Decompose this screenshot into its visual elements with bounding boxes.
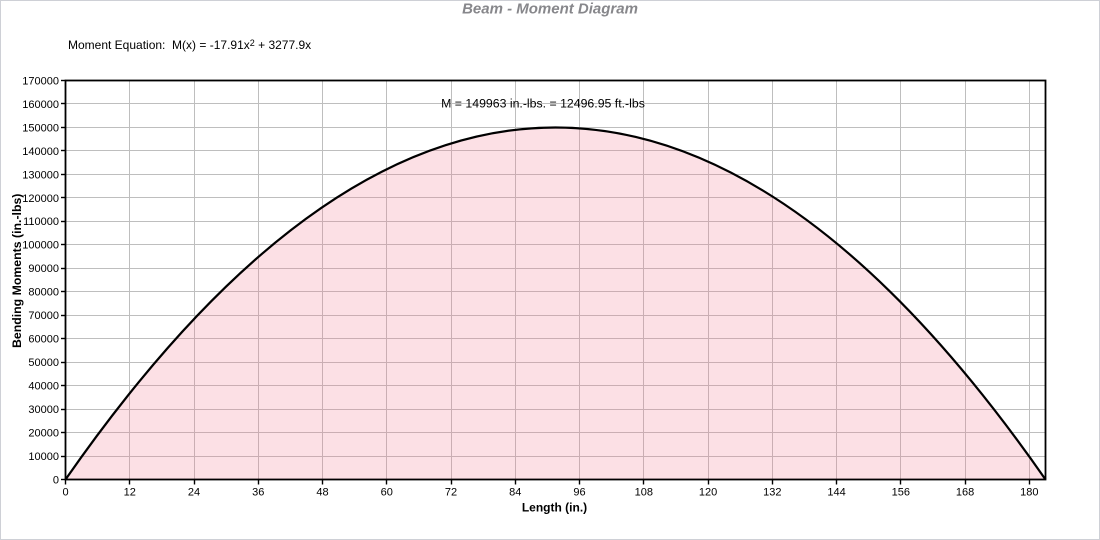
svg-text:24: 24	[188, 487, 200, 499]
svg-text:156: 156	[892, 487, 910, 499]
svg-text:Length (in.): Length (in.)	[522, 501, 587, 515]
svg-text:40000: 40000	[28, 381, 59, 393]
svg-text:120000: 120000	[22, 193, 59, 205]
svg-text:60000: 60000	[28, 334, 59, 346]
svg-text:70000: 70000	[28, 310, 59, 322]
svg-text:M = 149963 in.-lbs. = 12496.95: M = 149963 in.-lbs. = 12496.95 ft.-lbs	[441, 97, 645, 111]
svg-text:84: 84	[509, 487, 521, 499]
svg-text:144: 144	[827, 487, 845, 499]
svg-text:110000: 110000	[23, 216, 59, 228]
svg-text:80000: 80000	[28, 287, 59, 299]
svg-text:168: 168	[956, 487, 974, 499]
svg-text:160000: 160000	[22, 99, 59, 111]
svg-text:Bending Moments (in.-lbs): Bending Moments (in.-lbs)	[10, 194, 24, 348]
svg-text:180: 180	[1020, 487, 1038, 499]
svg-text:48: 48	[316, 487, 328, 499]
svg-text:36: 36	[252, 487, 264, 499]
svg-text:96: 96	[573, 487, 585, 499]
svg-text:10000: 10000	[28, 451, 59, 463]
svg-text:30000: 30000	[28, 404, 59, 416]
svg-text:132: 132	[763, 487, 781, 499]
svg-text:20000: 20000	[28, 427, 59, 439]
svg-text:Moment Equation: M(x) = -17.9: Moment Equation: M(x) = -17.91x2 + 3277.…	[68, 38, 311, 52]
svg-text:72: 72	[445, 487, 457, 499]
svg-text:100000: 100000	[22, 240, 59, 252]
svg-text:12: 12	[124, 487, 136, 499]
svg-text:140000: 140000	[22, 146, 59, 158]
svg-text:0: 0	[62, 487, 68, 499]
svg-text:130000: 130000	[22, 169, 59, 181]
svg-text:Beam - Moment Diagram: Beam - Moment Diagram	[462, 1, 638, 17]
svg-text:90000: 90000	[28, 263, 59, 275]
svg-text:170000: 170000	[22, 75, 59, 87]
svg-text:60: 60	[381, 487, 393, 499]
svg-text:108: 108	[635, 487, 653, 499]
svg-text:120: 120	[699, 487, 717, 499]
svg-text:50000: 50000	[28, 357, 59, 369]
svg-text:150000: 150000	[22, 122, 59, 134]
svg-text:0: 0	[53, 474, 59, 486]
